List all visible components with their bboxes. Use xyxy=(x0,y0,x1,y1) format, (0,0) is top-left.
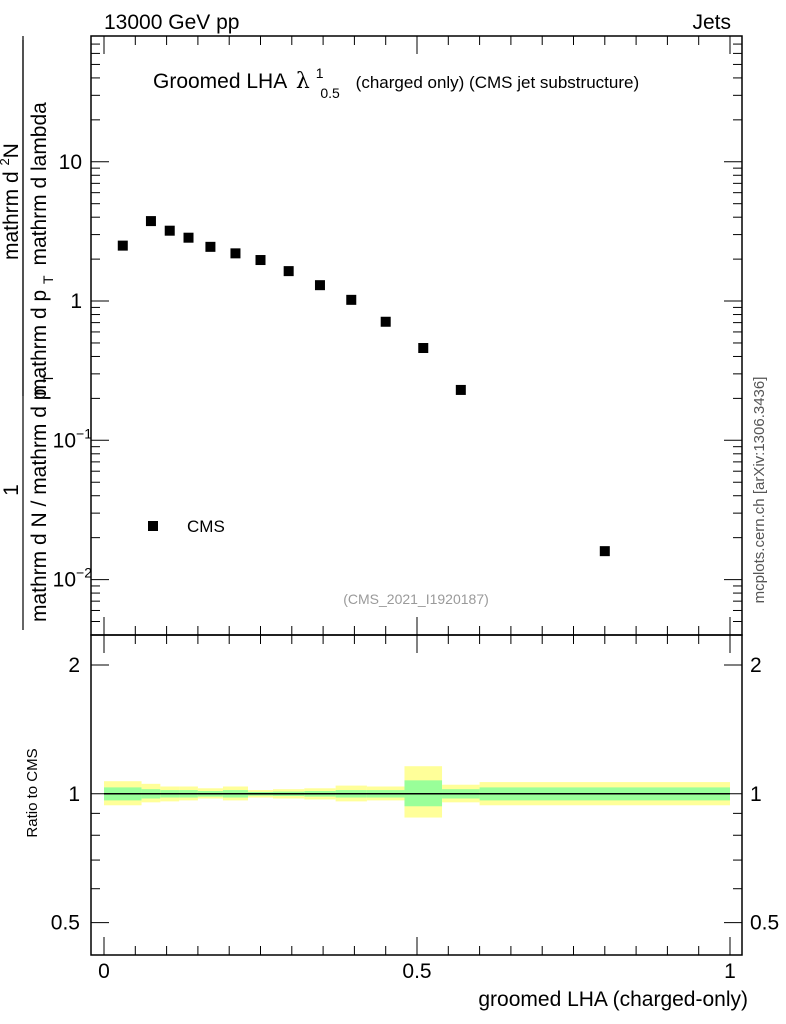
title-sub: 0.5 xyxy=(320,85,340,101)
jets-label: Jets xyxy=(692,11,731,34)
cms-data-point xyxy=(599,546,610,557)
legend-marker-cms xyxy=(148,521,158,531)
ratio-y-tick-label-left: 2 xyxy=(68,654,80,677)
ratio-y-tick-label-right: 0.5 xyxy=(750,912,779,935)
ratio-y-tick-label-right: 2 xyxy=(750,654,762,677)
cms-data-point xyxy=(346,294,357,305)
cms-data-point xyxy=(205,241,216,252)
main-y-tick-label: 10−2 xyxy=(53,565,93,592)
analysis-annotation: (CMS_2021_I1920187) xyxy=(343,591,489,607)
cms-data-point xyxy=(418,343,429,354)
energy-label: 13000 GeV pp xyxy=(104,11,239,34)
main-y-tick-label: 10 xyxy=(59,151,82,174)
ratio-y-axis-label: Ratio to CMS xyxy=(24,748,41,837)
main-y-tick-labels: 10 1 10−1 10−2 xyxy=(53,151,93,592)
ylabel-denominator: mathrm d N / mathrm d p T xyxy=(28,374,56,622)
ratio-panel: 2 21 10.5 0.5 0 0.5 1 xyxy=(51,634,779,983)
legend-label-cms: CMS xyxy=(187,517,225,536)
plot-title: Groomed LHA λ 1 0.5 (charged only) (CMS … xyxy=(153,60,639,103)
ratio-uncertainty-bands xyxy=(104,766,730,818)
x-axis-label: groomed LHA (charged-only) xyxy=(478,988,748,1011)
cms-data-points xyxy=(117,216,610,557)
main-y-tick-label: 1 xyxy=(70,290,82,313)
ratio-y-tick-label-right: 1 xyxy=(750,783,762,806)
cms-data-point xyxy=(283,266,294,277)
title-rest: (charged only) (CMS jet substructure) xyxy=(356,73,639,92)
ylabel-numerator: mathrm d 2 N xyxy=(0,143,23,260)
ratio-y-tick-label-left: 1 xyxy=(68,783,80,806)
main-y-tick-label: 10−1 xyxy=(53,425,93,452)
ratio-x-tick-labels: 0 0.5 1 xyxy=(98,960,736,983)
cms-data-point xyxy=(183,232,194,243)
cms-data-point xyxy=(314,280,325,291)
cms-data-point xyxy=(117,240,128,251)
ratio-y-ticks xyxy=(91,664,742,924)
x-tick-label: 0.5 xyxy=(402,960,431,983)
cms-data-point xyxy=(455,384,466,395)
main-panel: 10 1 10−1 10−2 Groomed LHA λ 1 0.5 (charged… xyxy=(53,35,743,636)
cms-data-point xyxy=(164,225,175,236)
title-sup: 1 xyxy=(316,65,324,81)
main-x-ticks xyxy=(103,36,731,635)
main-y-axis-label: 1 mathrm d N / mathrm d p T mathrm d 2 N… xyxy=(0,36,58,630)
ratio-x-ticks xyxy=(103,635,731,955)
title-main: Groomed LHA xyxy=(153,70,287,93)
cms-data-point xyxy=(380,316,391,327)
main-y-ticks xyxy=(91,35,742,636)
cms-data-point xyxy=(145,216,156,227)
ratio-y-tick-labels: 2 2 1 1 0.5 0.5 xyxy=(51,654,779,935)
x-tick-label: 1 xyxy=(724,960,736,983)
ratio-y-tick-label-left: 0.5 xyxy=(51,912,80,935)
title-symbol: λ xyxy=(296,69,310,94)
cms-data-point xyxy=(230,248,241,259)
ylabel-prefix: 1 xyxy=(0,484,23,496)
ylabel-fraction-denominator: mathrm d p T mathrm d lambda xyxy=(28,102,58,396)
mcplots-side-label: mcplots.cern.ch [arXiv:1306.3436] xyxy=(751,377,768,604)
cms-data-point xyxy=(255,255,266,266)
x-tick-label: 0 xyxy=(98,960,110,983)
main-panel-frame xyxy=(90,35,743,636)
